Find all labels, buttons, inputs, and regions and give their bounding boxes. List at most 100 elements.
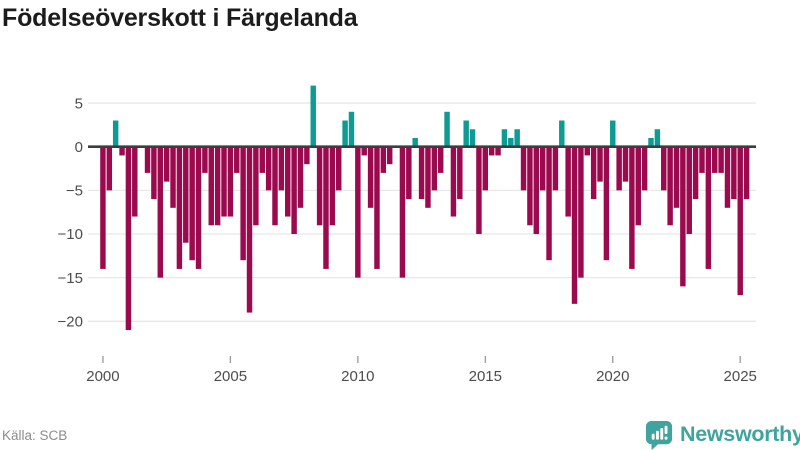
bar-2011-q2 [386,146,393,165]
brand-logo: Newsworthy [645,418,800,450]
bar-2023-q3 [699,146,705,173]
chart-title: Födelseöverskott i Färgelanda [2,4,358,32]
bar-2013-q3 [444,111,450,147]
bar-2014-q3 [469,129,476,147]
brand-name: Newsworthy [680,421,800,446]
bar-2022-q4 [680,146,686,287]
chart-canvas: 5 0 −5 −10 −15 −20 2000 2005 2010 2015 2020 2025 [58,85,757,385]
y-tick-label-−15: −15 [58,270,83,287]
bar-2006-q1 [253,146,259,226]
bar-2015-q1 [482,146,489,191]
bar-2022-q3 [673,146,680,208]
bar-2013-q1 [431,146,438,191]
bar-2001-q2 [132,146,138,217]
bar-2020-q4 [629,146,635,269]
bar-2017-q2 [539,146,546,191]
x-tick-label-2015: 2015 [469,368,502,385]
bar-2004-q4 [221,146,227,217]
y-tick-label-5: 5 [75,95,83,112]
bar-2024-q3 [724,146,731,208]
bar-2012-q2 [412,137,418,147]
bar-2007-q1 [278,146,285,191]
bar-2007-q3 [291,146,297,234]
bar-2016-q2 [514,129,520,147]
bar-2005-q4 [246,146,253,313]
x-tick-label-2025: 2025 [724,368,757,385]
bar-2003-q2 [183,146,189,243]
bar-2010-q2 [361,146,367,156]
bar-2010-q3 [367,146,374,208]
bar-2019-q2 [590,146,597,200]
newsworthy-icon [645,420,673,450]
bar-2014-q4 [476,146,482,234]
bar-2018-q2 [565,146,571,217]
bar-2011-q1 [380,146,387,173]
bar-2024-q2 [718,146,724,173]
y-tick-label-−5: −5 [66,183,83,200]
bar-2009-q2 [336,146,342,191]
bar-2004-q2 [208,146,214,226]
bar-2015-q3 [495,146,501,156]
bar-2002-q1 [151,146,157,200]
bar-2021-q1 [635,146,641,226]
bar-2023-q4 [705,146,712,269]
bar-2002-q3 [163,146,170,182]
bar-2008-q2 [310,85,316,147]
bar-2020-q3 [622,146,629,182]
bar-2008-q1 [304,146,310,165]
bar-2012-q4 [425,146,431,208]
x-tick-label-2005: 2005 [214,368,247,385]
bar-2019-q1 [584,146,590,156]
bar-2021-q4 [654,129,661,147]
bar-2000-q1 [100,146,106,269]
x-tick-label-2010: 2010 [341,368,374,385]
bar-2014-q1 [457,146,463,200]
bar-2017-q3 [546,146,552,261]
bar-2001-q1 [125,146,132,331]
bar-2017-q1 [533,146,540,234]
bar-2013-q4 [450,146,457,217]
bar-2012-q3 [418,146,425,200]
bar-2019-q3 [597,146,603,182]
bar-2020-q1 [610,120,616,147]
bar-2009-q1 [329,146,336,226]
bar-2023-q2 [692,146,699,200]
bar-2021-q2 [641,146,648,191]
y-tick-label-0: 0 [75,139,83,156]
bar-2024-q4 [731,146,737,200]
bar-2005-q1 [227,146,234,217]
y-tick-label-−10: −10 [58,226,83,243]
bar-2009-q4 [348,111,355,147]
bar-2008-q4 [323,146,329,269]
bar-2018-q3 [571,146,578,304]
bar-2002-q2 [157,146,164,278]
bar-2001-q4 [144,146,151,173]
bar-2006-q3 [265,146,272,191]
bar-2016-q4 [527,146,533,226]
bar-2015-q4 [501,129,508,147]
bar-2022-q1 [661,146,667,191]
bar-2007-q2 [285,146,291,217]
bar-2005-q2 [234,146,240,173]
bar-2010-q4 [374,146,380,269]
bar-2004-q3 [214,146,221,226]
source-label: Källa: SCB [2,428,68,443]
y-tick-label-−20: −20 [58,314,83,331]
bar-2007-q4 [297,146,304,208]
bar-2000-q2 [106,146,113,191]
bar-2025-q2 [743,146,750,200]
bar-2021-q3 [648,137,654,147]
bar-2003-q1 [176,146,183,269]
bar-2009-q3 [342,120,348,147]
bar-2019-q4 [603,146,610,261]
bar-2022-q2 [667,146,673,226]
bar-2004-q1 [202,146,208,173]
x-tick-label-2000: 2000 [86,368,119,385]
bar-2005-q3 [240,146,246,261]
bar-2014-q2 [463,120,469,147]
bar-2023-q1 [686,146,692,234]
bar-2017-q4 [552,146,559,191]
bar-2003-q3 [189,146,195,261]
bar-2016-q1 [508,137,514,147]
